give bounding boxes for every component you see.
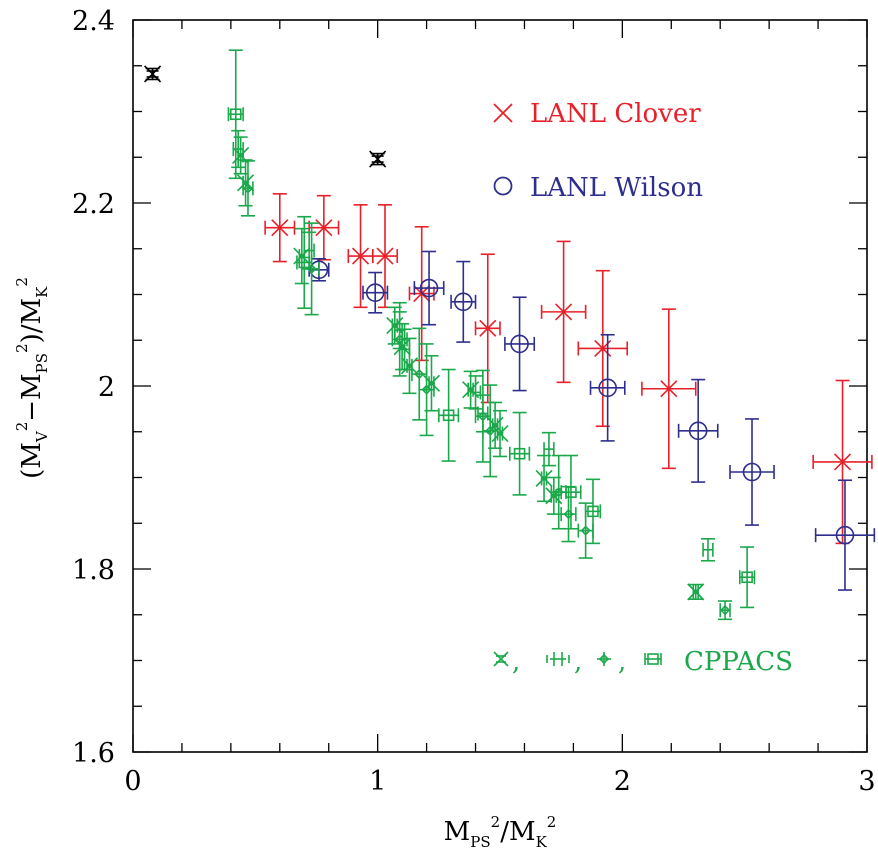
legend-clover-marker bbox=[493, 103, 513, 123]
x-axis-label: MPS2/MK2 bbox=[444, 813, 557, 851]
data-point bbox=[814, 479, 876, 591]
plot-frame bbox=[132, 19, 868, 753]
data-point bbox=[468, 375, 483, 410]
data-point bbox=[718, 600, 733, 621]
legend-cppacs-markers bbox=[493, 651, 662, 667]
data-points bbox=[144, 49, 876, 621]
legend-sep-2: , bbox=[574, 647, 582, 677]
data-point bbox=[450, 260, 477, 343]
x-tick-label: 2 bbox=[614, 766, 631, 797]
y-tick-label: 1.8 bbox=[72, 555, 115, 586]
data-point bbox=[641, 308, 697, 470]
data-point bbox=[560, 454, 582, 530]
y-tick-label: 1.6 bbox=[72, 738, 115, 769]
data-point bbox=[535, 454, 553, 503]
data-point bbox=[508, 411, 531, 496]
legend-sep-1: , bbox=[512, 647, 520, 677]
y-axis-label: (MV2−MPS2)/MK2 bbox=[13, 277, 51, 479]
data-point bbox=[540, 240, 587, 384]
data-point bbox=[729, 418, 775, 526]
legend-wilson-label: LANL Wilson bbox=[530, 173, 703, 203]
data-point bbox=[231, 129, 246, 169]
data-point bbox=[144, 65, 162, 83]
y-tick-label: 2 bbox=[98, 372, 115, 403]
data-point bbox=[474, 253, 501, 404]
legend: LANL Clover LANL Wilson , , , CPPACS bbox=[493, 99, 793, 677]
legend-cppacs-label: CPPACS bbox=[684, 647, 793, 677]
legend-clover-label: LANL Clover bbox=[530, 99, 701, 129]
data-point bbox=[577, 269, 629, 428]
x-tick-label: 1 bbox=[369, 766, 386, 797]
legend-wilson-marker bbox=[493, 176, 513, 196]
data-point bbox=[362, 271, 389, 314]
y-tick-label: 2.4 bbox=[72, 6, 115, 37]
data-point bbox=[438, 368, 460, 462]
data-point bbox=[369, 150, 387, 168]
tick-labels: 0 1 2 3 1.6 1.8 2 2.2 2.4 bbox=[72, 6, 876, 797]
data-point bbox=[700, 538, 715, 562]
data-point bbox=[413, 250, 445, 326]
data-point bbox=[308, 194, 340, 261]
x-tick-label: 0 bbox=[124, 766, 141, 797]
data-point bbox=[677, 378, 719, 483]
x-tick-label: 3 bbox=[858, 766, 875, 797]
data-point bbox=[491, 409, 509, 458]
data-point bbox=[264, 193, 296, 263]
data-point bbox=[541, 431, 556, 467]
data-point bbox=[391, 301, 408, 377]
data-point bbox=[240, 160, 255, 217]
data-point bbox=[589, 333, 626, 442]
data-point bbox=[687, 583, 705, 601]
data-point bbox=[560, 485, 577, 543]
data-point bbox=[418, 343, 435, 437]
data-point bbox=[738, 546, 756, 609]
axis-ticks bbox=[132, 19, 868, 753]
data-point bbox=[227, 49, 244, 180]
y-tick-label: 2.2 bbox=[72, 189, 115, 220]
data-point bbox=[296, 215, 313, 310]
legend-sep-3: , bbox=[618, 647, 626, 677]
data-point bbox=[411, 327, 428, 421]
data-point bbox=[504, 296, 536, 392]
data-point bbox=[482, 384, 499, 478]
data-point bbox=[584, 478, 602, 545]
data-point bbox=[812, 379, 873, 545]
